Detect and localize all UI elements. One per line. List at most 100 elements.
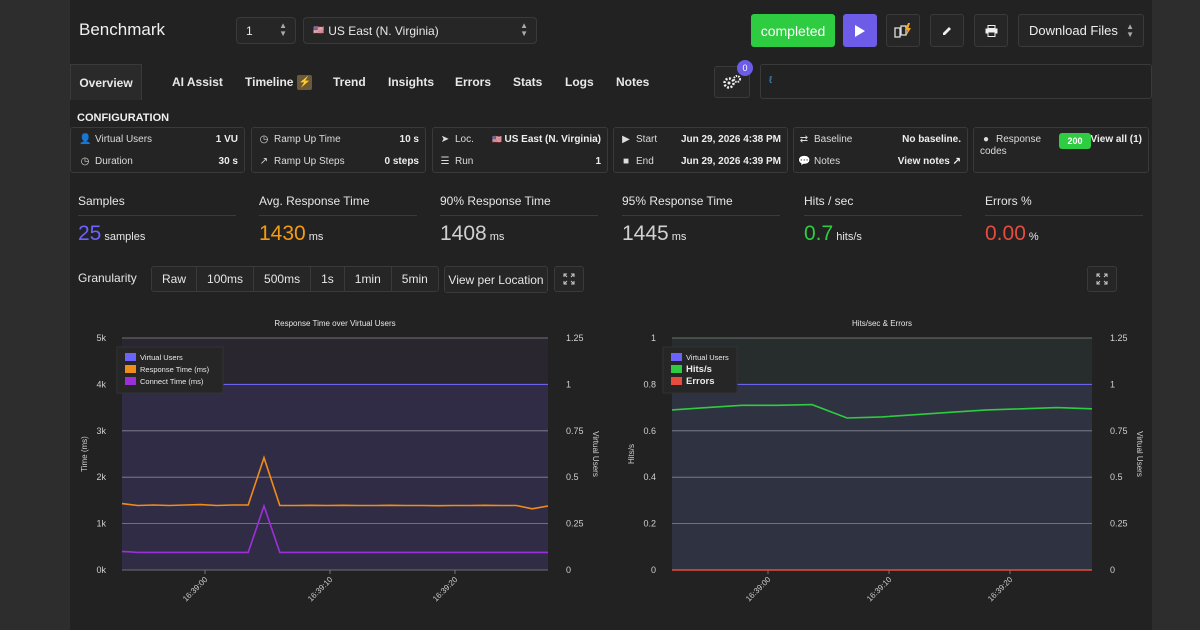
- granularity-1min[interactable]: 1min: [345, 267, 392, 291]
- response-code-badge: 200: [1059, 133, 1091, 149]
- print-button[interactable]: [974, 14, 1008, 47]
- stop-icon: ■: [622, 156, 630, 167]
- y2-tick-label: 1.25: [1110, 333, 1128, 343]
- metric-p90-response: 1408 ms: [440, 222, 504, 246]
- baseline-value: No baseline.: [902, 134, 961, 145]
- metric-unit: %: [1028, 231, 1039, 243]
- view-all-link[interactable]: View all (1): [1090, 134, 1142, 145]
- start-row: ▶ Start: [620, 134, 657, 145]
- legend-label: Errors: [686, 376, 715, 387]
- duration-label: Duration: [95, 156, 133, 167]
- tab-label: Errors: [455, 75, 492, 89]
- config-card-baseline: ⇄ Baseline No baseline. 💬 Notes View notes…: [793, 127, 968, 173]
- metric-divider: [622, 215, 780, 216]
- x-tick-label: 16:39:20: [431, 575, 460, 604]
- config-card-location: ➤ Loc. 🇺🇸 US East (N. Virginia) ☰ Run 1: [432, 127, 608, 173]
- tab-label: Overview: [79, 75, 133, 90]
- search-input[interactable]: ℓ: [760, 64, 1152, 99]
- tab-notes[interactable]: Notes: [616, 64, 649, 100]
- tab-insights[interactable]: Insights: [388, 64, 434, 100]
- tab-ai-assist[interactable]: AI Assist: [172, 64, 223, 100]
- edit-button[interactable]: [930, 14, 964, 47]
- config-card-users: 👤 Virtual Users 1 VU ◷ Duration 30 s: [70, 127, 245, 173]
- ramp-up-steps-row: ↗ Ramp Up Steps: [258, 156, 345, 167]
- ramp-up-steps-value: 0 steps: [384, 156, 419, 167]
- tab-stats[interactable]: Stats: [513, 64, 542, 100]
- view-per-location-button[interactable]: View per Location: [444, 266, 548, 293]
- metric-unit: hits/s: [836, 231, 862, 243]
- view-notes-link[interactable]: View notes ↗: [898, 156, 961, 167]
- location-select[interactable]: 🇺🇸 US East (N. Virginia) ▲ ▼: [303, 17, 537, 44]
- ramp-up-steps-label: Ramp Up Steps: [274, 156, 345, 167]
- location-text: US East (N. Virginia): [504, 134, 601, 145]
- download-files-select[interactable]: Download Files ▲ ▼: [1018, 14, 1144, 47]
- y2-tick-label: 0.25: [1110, 519, 1128, 529]
- metric-unit: ms: [671, 231, 687, 243]
- granularity-group: Raw 100ms 500ms 1s 1min 5min: [151, 266, 439, 292]
- metric-label: Avg. Response Time: [259, 194, 370, 208]
- ramp-up-time-label: Ramp Up Time: [274, 134, 341, 145]
- legend-label: Hits/s: [686, 364, 712, 375]
- compare-icon: ⇄: [799, 134, 809, 145]
- x-tick-label: 16:39:10: [306, 575, 335, 604]
- y-tick-label: 0.6: [643, 426, 656, 436]
- granularity-raw[interactable]: Raw: [152, 267, 198, 291]
- circle-icon: ●: [982, 134, 990, 145]
- y2-tick-label: 0.5: [1110, 472, 1123, 482]
- x-tick-label: 16:39:10: [865, 575, 894, 604]
- notes-row: 💬 Notes: [798, 156, 840, 167]
- compare-bolt-icon: [894, 22, 911, 38]
- run-label: Run: [455, 156, 474, 167]
- y-tick-label: 0: [651, 565, 656, 575]
- granularity-label: Granularity: [78, 271, 137, 285]
- tab-overview[interactable]: Overview: [70, 64, 142, 100]
- legend-label: Connect Time (ms): [140, 377, 204, 386]
- notes-label: Notes: [814, 156, 841, 167]
- expand-chart-button[interactable]: [1087, 266, 1117, 292]
- metric-errors-pct: 0.00%: [985, 222, 1039, 246]
- series-line-1: [671, 403, 1093, 419]
- chart-title: Hits/sec & Errors: [852, 319, 912, 328]
- granularity-1s[interactable]: 1s: [311, 267, 345, 291]
- series-line-1: [121, 455, 549, 510]
- metric-hits-sec: 0.7 hits/s: [804, 222, 862, 246]
- y-tick-label: 2k: [96, 472, 106, 482]
- duration-value: 30 s: [218, 156, 238, 167]
- end-row: ■ End: [620, 156, 654, 167]
- y-tick-label: 0.8: [643, 379, 656, 389]
- granularity-500ms[interactable]: 500ms: [254, 267, 312, 291]
- tab-trend[interactable]: Trend: [333, 64, 366, 100]
- run-select-value: 1: [246, 23, 253, 38]
- granularity-100ms[interactable]: 100ms: [197, 267, 255, 291]
- tab-errors[interactable]: Errors: [455, 64, 491, 100]
- metric-label: 95% Response Time: [622, 194, 733, 208]
- run-select[interactable]: 1 ▲ ▼: [236, 17, 296, 44]
- y2-tick-label: 0: [566, 565, 571, 575]
- y2-axis-label: Virtual Users: [591, 431, 600, 477]
- compare-button[interactable]: [886, 14, 920, 47]
- clock-icon: ◷: [80, 156, 90, 167]
- y-tick-label: 1k: [96, 519, 106, 529]
- legend-label: Virtual Users: [140, 353, 183, 362]
- location-value: 🇺🇸 US East (N. Virginia): [492, 134, 601, 145]
- y-tick-label: 3k: [96, 426, 106, 436]
- chevron-updown-icon: ▲ ▼: [1126, 22, 1134, 39]
- chevron-updown-icon: ▲ ▼: [520, 21, 528, 38]
- start-label: Start: [636, 134, 658, 145]
- expand-chart-button[interactable]: [554, 266, 584, 292]
- y-tick-label: 5k: [96, 333, 106, 343]
- chart-line-icon: ↗: [259, 156, 269, 167]
- metric-divider: [78, 215, 236, 216]
- granularity-5min[interactable]: 5min: [401, 272, 428, 286]
- baseline-label: Baseline: [814, 134, 853, 145]
- tab-logs[interactable]: Logs: [565, 64, 594, 100]
- response-codes-row: ● Response codes: [980, 134, 1060, 158]
- status-button[interactable]: completed: [751, 14, 835, 47]
- x-tick-label: 16:39:20: [986, 575, 1015, 604]
- location-row: ➤ Loc.: [439, 134, 474, 145]
- gears-icon: [723, 75, 741, 89]
- metric-label: Errors %: [985, 194, 1032, 208]
- run-button[interactable]: [843, 14, 877, 47]
- tab-timeline[interactable]: Timeline ⚡: [245, 64, 313, 100]
- tab-label: AI Assist: [172, 75, 223, 89]
